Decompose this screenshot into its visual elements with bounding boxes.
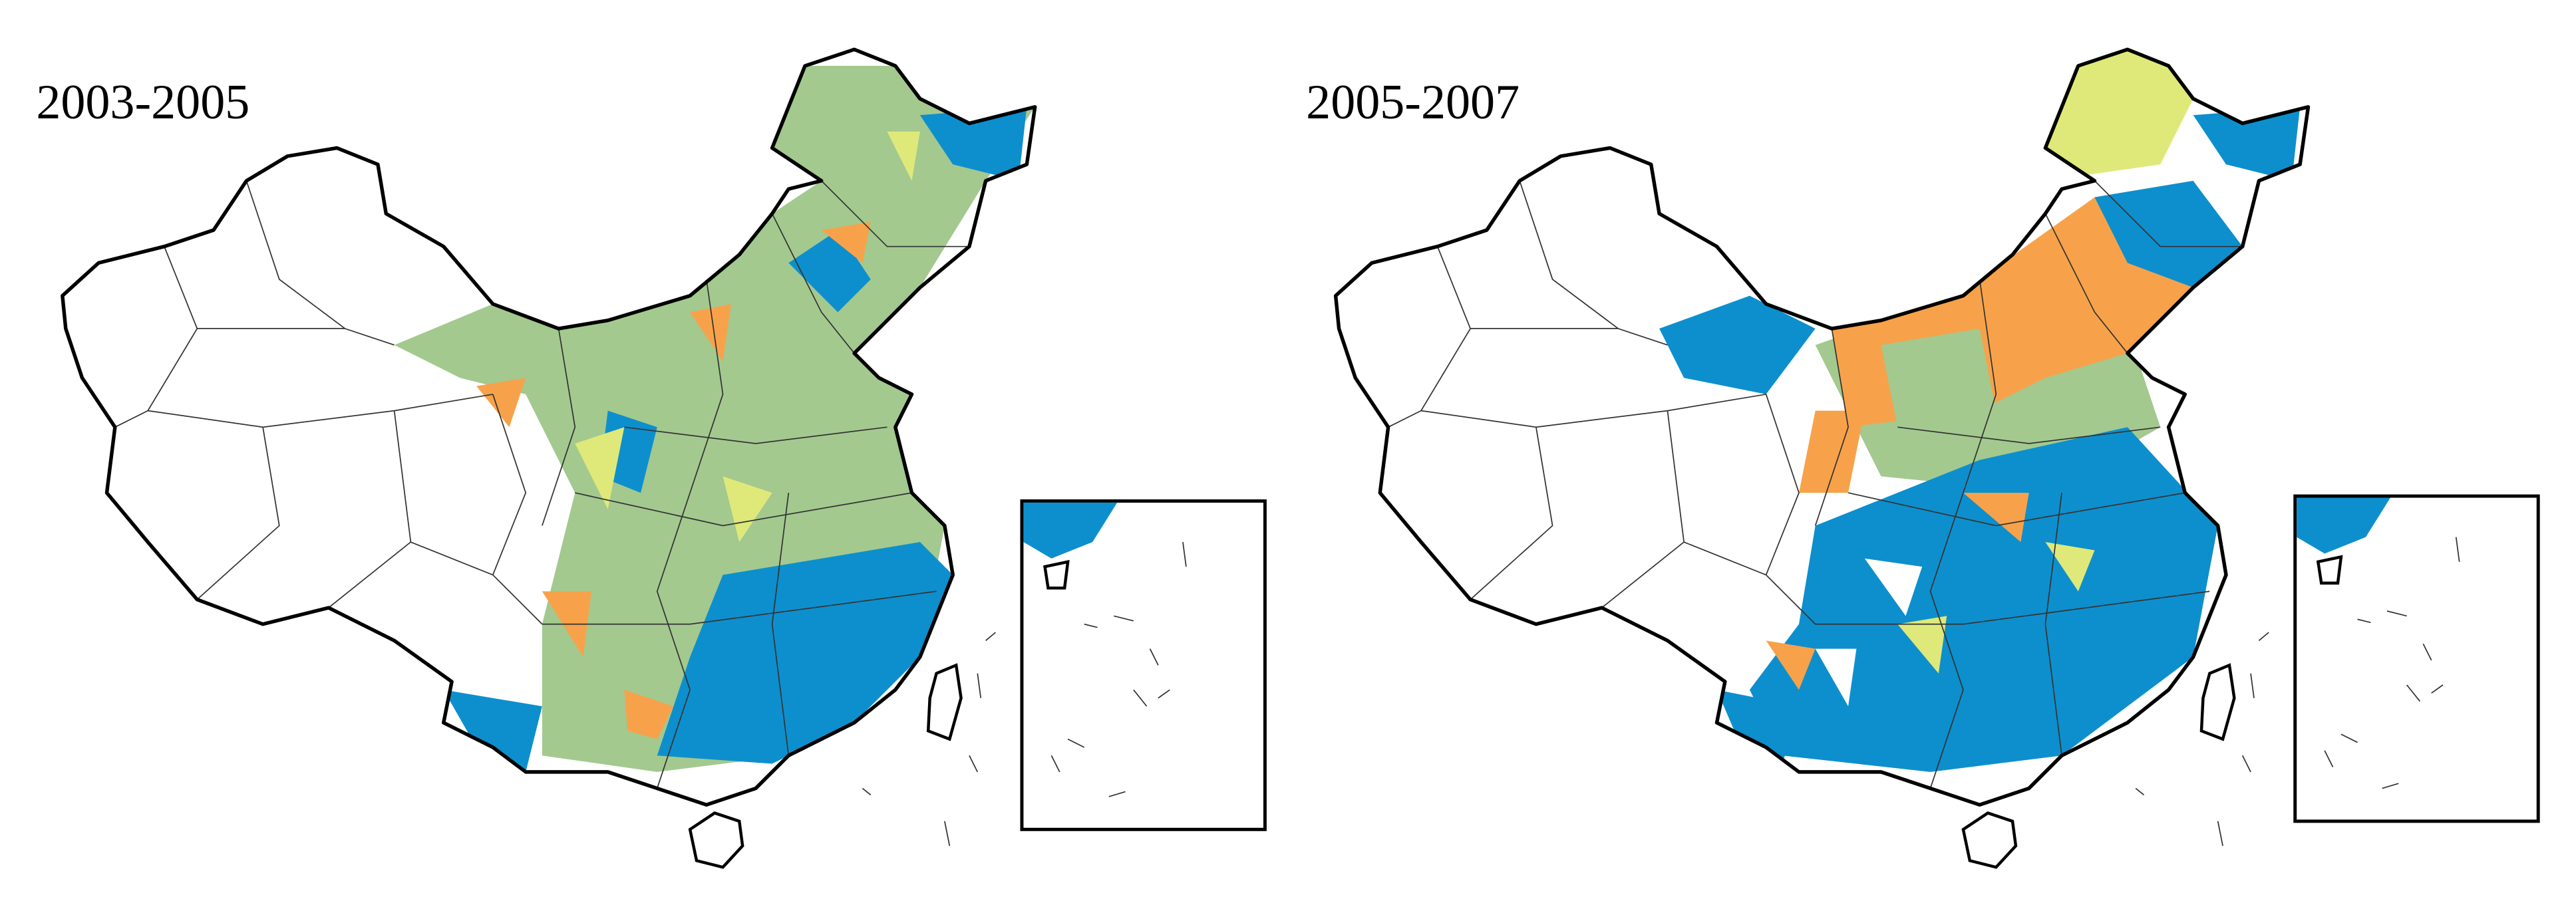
inset-map	[1020, 499, 1267, 831]
region-fills	[1552, 49, 2301, 772]
inset-map	[2293, 494, 2540, 823]
map-2003-2005: 2003-2005	[36, 49, 1267, 867]
region-fills	[279, 66, 1035, 772]
map-title: 2005-2007	[1306, 75, 1520, 130]
map-title: 2003-2005	[36, 75, 249, 130]
map-2005-2007: 2005-2007	[1306, 49, 2540, 867]
